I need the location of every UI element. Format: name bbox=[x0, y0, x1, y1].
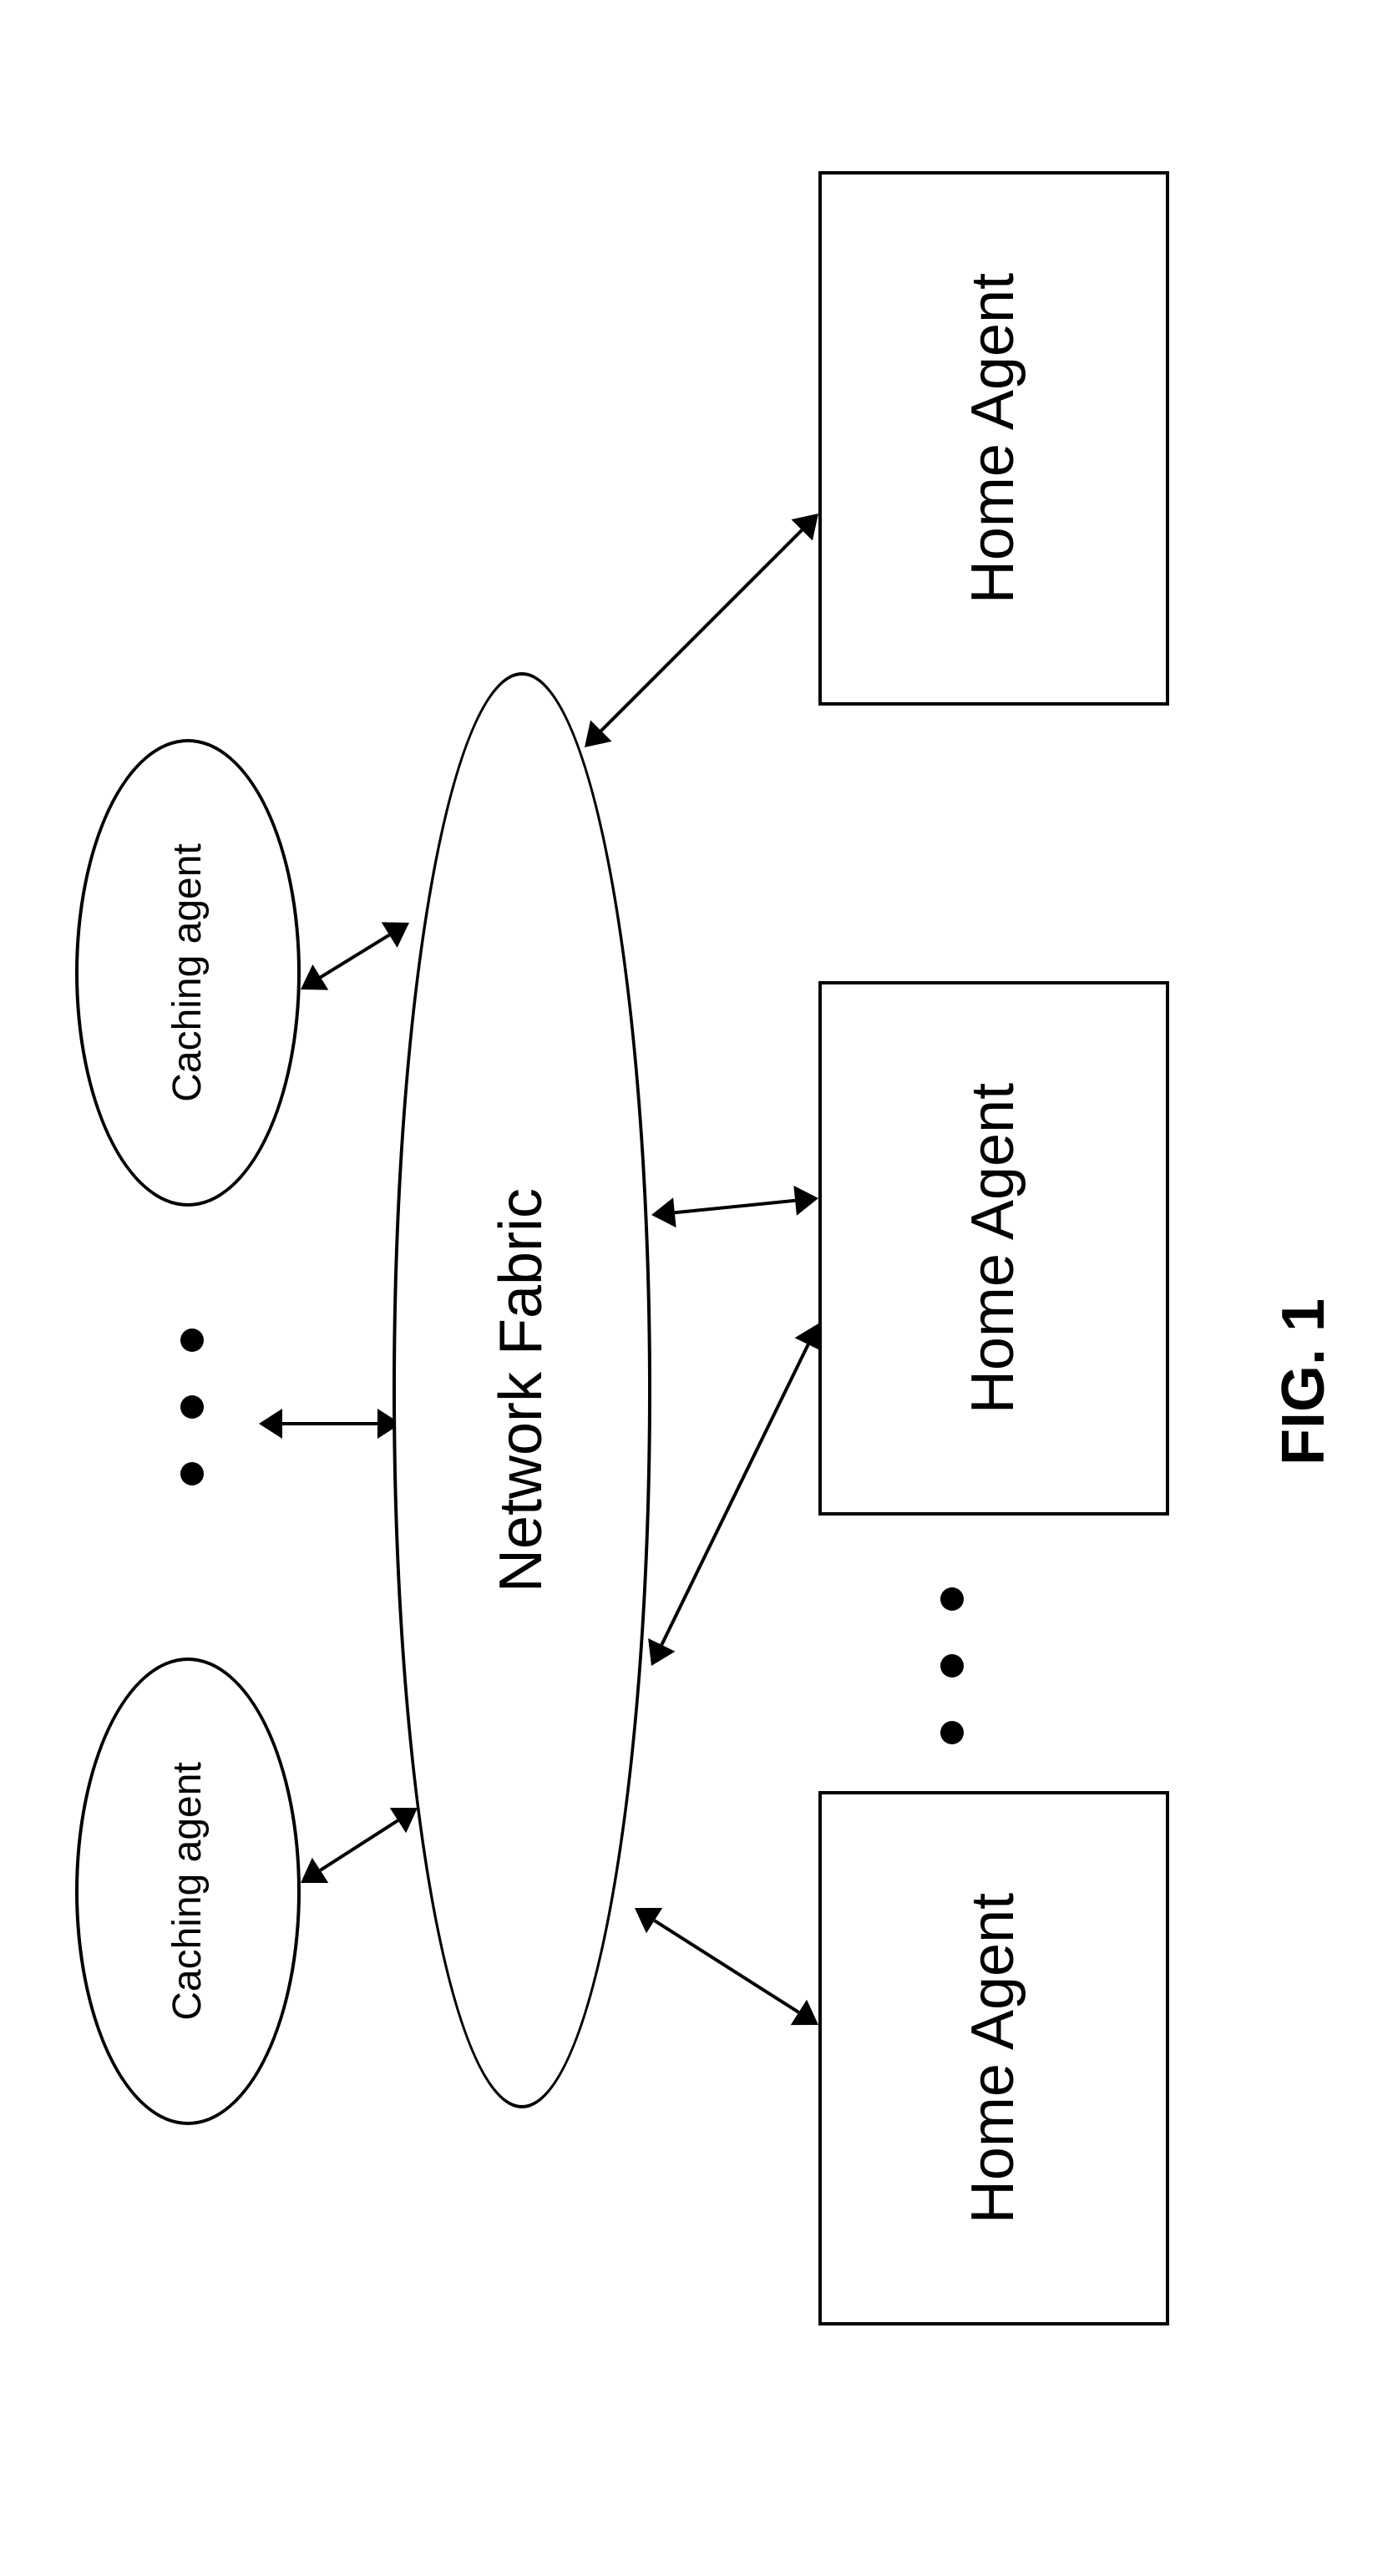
ellipsis-dot bbox=[940, 1587, 964, 1611]
home-agent-label: Home Agent bbox=[960, 273, 1026, 604]
ellipsis-dot bbox=[940, 1654, 964, 1678]
caching-agent-node: Caching agent bbox=[75, 1657, 301, 2125]
page: Caching agent Caching agent Network Fabr… bbox=[0, 0, 1398, 2576]
home-agent-node: Home Agent bbox=[818, 171, 1169, 706]
caching-agent-label: Caching agent bbox=[166, 843, 210, 1102]
home-agent-label: Home Agent bbox=[960, 1893, 1026, 2224]
edges-layer bbox=[0, 0, 1398, 2576]
ellipsis-dot bbox=[180, 1328, 204, 1352]
caching-agent-node: Caching agent bbox=[75, 739, 301, 1207]
ellipsis-dot bbox=[940, 1721, 964, 1744]
network-fabric-node: Network Fabric bbox=[393, 672, 651, 2108]
caching-agent-label: Caching agent bbox=[166, 1762, 210, 2021]
figure-caption: FIG. 1 bbox=[1269, 1298, 1338, 1465]
ellipsis-dot bbox=[180, 1462, 204, 1485]
diagram-canvas: Caching agent Caching agent Network Fabr… bbox=[0, 0, 1398, 2576]
home-agent-node: Home Agent bbox=[818, 981, 1169, 1516]
home-agent-node: Home Agent bbox=[818, 1791, 1169, 2325]
ellipsis-dot bbox=[180, 1395, 204, 1419]
network-fabric-label: Network Fabric bbox=[489, 1188, 555, 1592]
home-agent-label: Home Agent bbox=[960, 1083, 1026, 1414]
